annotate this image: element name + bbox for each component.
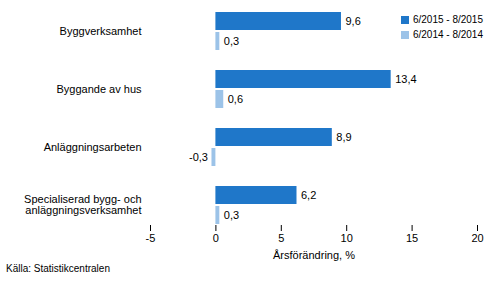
svg-text:0: 0 — [213, 232, 219, 244]
html-text:6/2015 - 8/2015: 6/2015 - 8/2015 — [412, 14, 483, 25]
svg-text:Specialiserad bygg- ochanläggn: Specialiserad bygg- ochanläggningsverksa… — [24, 193, 141, 216]
svg-text:10: 10 — [341, 232, 353, 244]
svg-text:15: 15 — [406, 232, 418, 244]
svg-text:0,6: 0,6 — [228, 93, 243, 105]
svg-text:-5: -5 — [146, 232, 156, 244]
svg-text:8,9: 8,9 — [336, 131, 351, 143]
svg-text:Anläggningsarbeten: Anläggningsarbeten — [44, 141, 142, 153]
svg-text:Årsförändring, %: Årsförändring, % — [273, 249, 355, 261]
svg-text:Byggande av hus: Byggande av hus — [56, 83, 142, 95]
svg-text:5: 5 — [278, 232, 284, 244]
html-text:6/2014 - 8/2014: 6/2014 - 8/2014 — [412, 29, 483, 40]
svg-text:13,4: 13,4 — [395, 73, 416, 85]
svg-text:-0,3: -0,3 — [189, 151, 208, 163]
svg-text:Byggverksamhet: Byggverksamhet — [60, 25, 142, 37]
svg-text:0,3: 0,3 — [224, 35, 239, 47]
svg-text:0,3: 0,3 — [224, 209, 239, 221]
svg-text:6,2: 6,2 — [301, 189, 316, 201]
html-text:Källa: Statistikcentralen: Källa: Statistikcentralen — [6, 263, 110, 274]
svg-text:9,6: 9,6 — [345, 15, 360, 27]
svg-text:20: 20 — [471, 232, 483, 244]
